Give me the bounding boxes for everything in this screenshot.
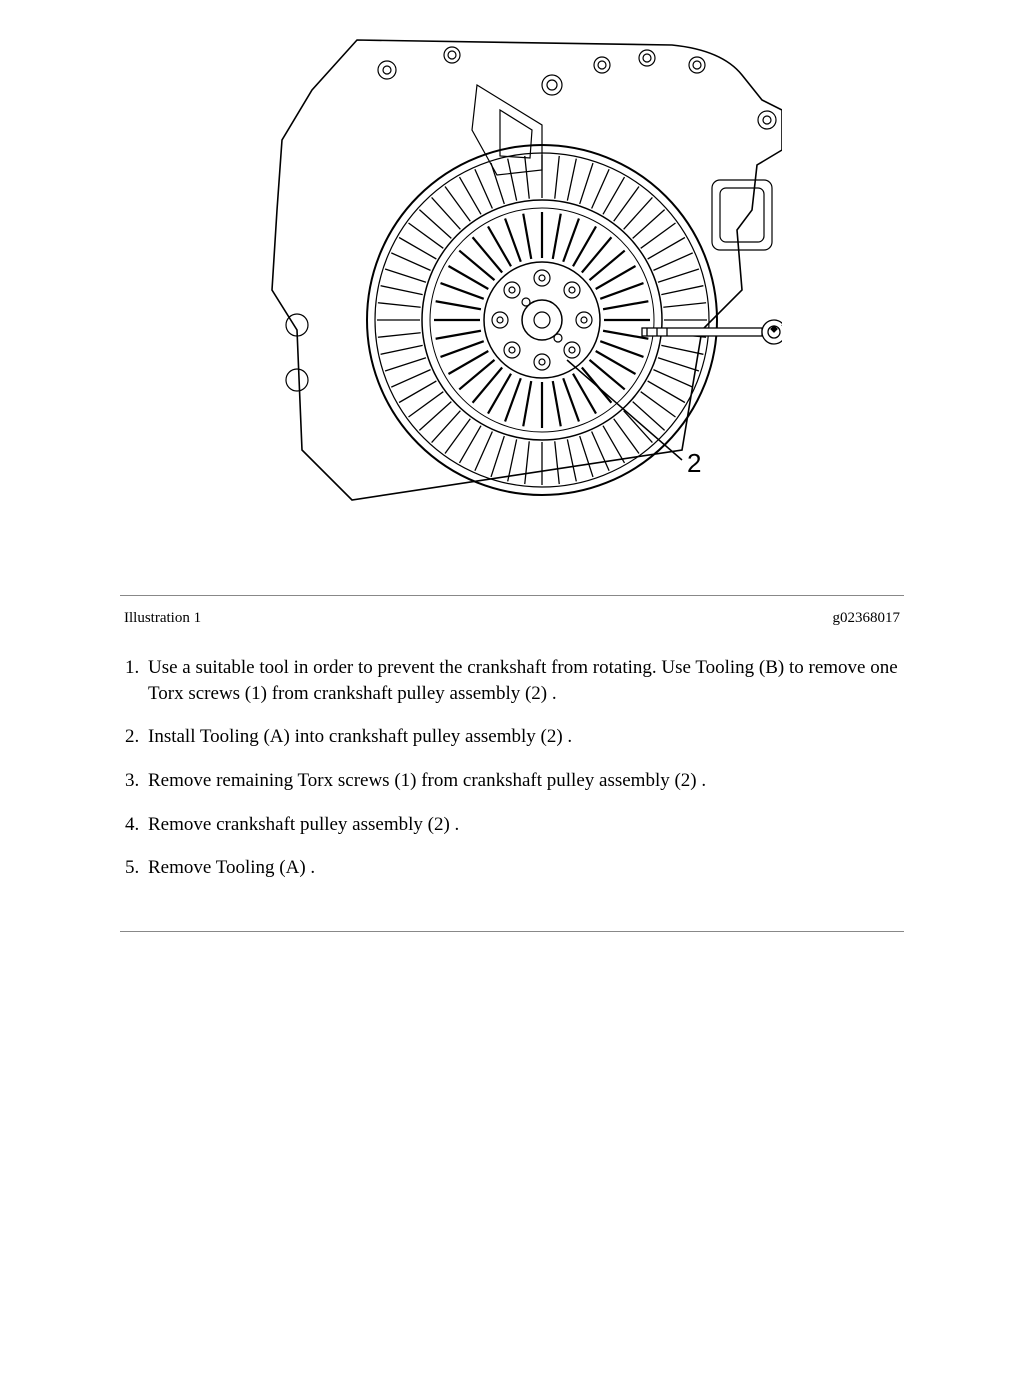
divider-bottom [120, 931, 904, 932]
illustration-caption: Illustration 1 [124, 610, 201, 627]
procedure-steps: Use a suitable tool in order to prevent … [100, 655, 924, 881]
illustration-figure: 1 2 [100, 30, 924, 545]
step-item: Remove Tooling (A) . [144, 855, 924, 881]
figure-caption-row: Illustration 1 g02368017 [100, 610, 924, 627]
step-item: Remove remaining Torx screws (1) from cr… [144, 768, 924, 794]
engine-pulley-diagram: 1 2 [242, 30, 782, 540]
step-item: Install Tooling (A) into crankshaft pull… [144, 724, 924, 750]
divider-top [120, 595, 904, 596]
illustration-id: g02368017 [833, 610, 901, 627]
step-item: Use a suitable tool in order to prevent … [144, 655, 924, 706]
step-item: Remove crankshaft pulley assembly (2) . [144, 812, 924, 838]
callout-2-label: 2 [687, 448, 701, 478]
